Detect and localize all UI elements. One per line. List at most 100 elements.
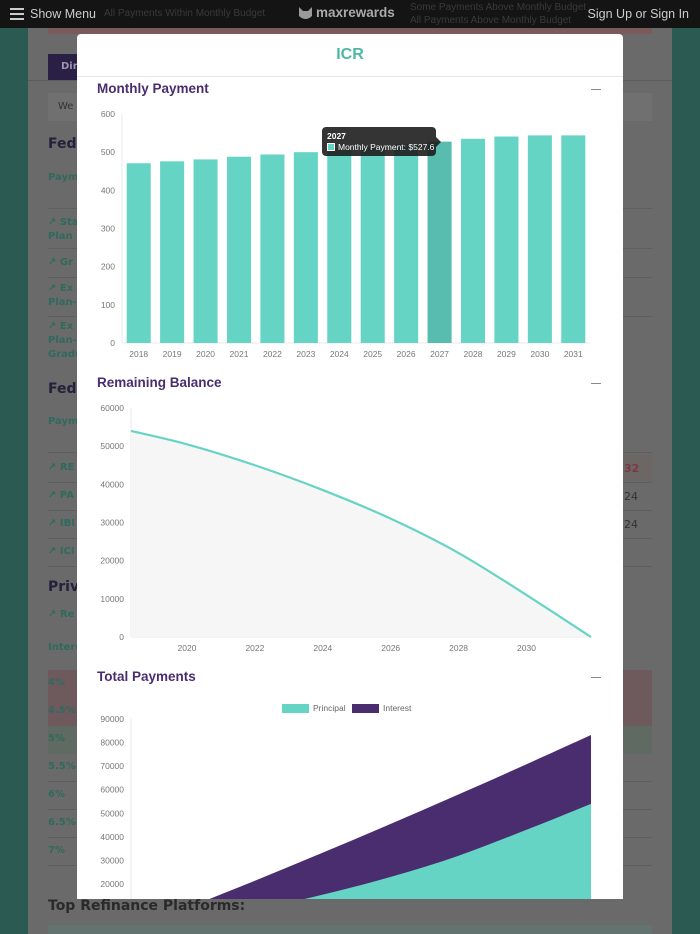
plan-label: Sta xyxy=(59,217,79,228)
bar-2019[interactable] xyxy=(160,161,185,343)
plan-value: 32 xyxy=(624,462,640,475)
modal-title: ICR xyxy=(336,46,364,63)
y-tick-label: 90000 xyxy=(100,714,124,724)
y-tick-label: 50000 xyxy=(100,441,124,451)
bar-2021[interactable] xyxy=(226,156,252,343)
legend-swatch-principal[interactable] xyxy=(282,704,309,713)
plan-link[interactable]: ↗ PA xyxy=(48,490,75,501)
payment-header: Paym xyxy=(48,172,79,183)
plan-link[interactable]: ↗ Ex xyxy=(48,283,74,294)
legend-label-interest[interactable]: Interest xyxy=(383,703,412,713)
x-tick-label: 2022 xyxy=(263,349,282,359)
tooltip-caret xyxy=(436,137,441,147)
y-tick-label: 30000 xyxy=(100,518,124,528)
show-menu-label: Show Menu xyxy=(30,7,97,21)
section-title-remaining-balance: Remaining Balance xyxy=(97,375,222,390)
collapse-remaining-balance-icon[interactable] xyxy=(591,383,601,384)
rate-label: 6% xyxy=(48,789,65,800)
y-tick-label: 10000 xyxy=(100,594,124,604)
y-tick-label: 20000 xyxy=(100,879,124,889)
x-tick-label: 2031 xyxy=(564,349,583,359)
bar-2029[interactable] xyxy=(494,136,519,343)
bar-2026[interactable] xyxy=(394,144,419,343)
y-tick-label: 300 xyxy=(101,224,115,234)
ghost-header: Some Payments Above Monthly Budget xyxy=(410,2,587,13)
plan-link[interactable]: ↗ RE xyxy=(48,462,75,473)
bar-2025[interactable] xyxy=(360,146,385,343)
plan-link[interactable]: ↗ Ex xyxy=(48,321,74,332)
section-title-total-payments: Total Payments xyxy=(97,669,196,684)
y-tick-label: 40000 xyxy=(100,832,124,842)
sign-in-link[interactable]: Sign Up or Sign In xyxy=(587,7,689,21)
plan-link[interactable]: ↗ ICI xyxy=(48,546,75,557)
bar-2020[interactable] xyxy=(193,159,218,343)
y-tick-label: 60000 xyxy=(100,403,124,413)
y-tick-label: 0 xyxy=(110,338,115,348)
close-button[interactable] xyxy=(601,42,615,56)
plan-label: PA xyxy=(59,490,75,501)
x-tick-label: 2026 xyxy=(397,349,416,359)
y-tick-label: 400 xyxy=(101,185,115,195)
bar-2027[interactable] xyxy=(427,141,452,343)
rate-label: 4% xyxy=(48,677,65,688)
y-tick-label: 600 xyxy=(101,109,115,119)
legend-swatch-interest[interactable] xyxy=(352,704,379,713)
x-tick-label: 2020 xyxy=(178,643,197,653)
federal-heading: Fede xyxy=(48,136,87,152)
plan-label: ICI xyxy=(59,546,75,557)
plan-link[interactable]: ↗ Sta xyxy=(48,217,79,228)
bar-2031[interactable] xyxy=(561,135,586,343)
y-tick-label: 80000 xyxy=(100,738,124,748)
x-tick-label: 2028 xyxy=(464,349,483,359)
plan-value: 24 xyxy=(624,518,638,531)
bar-2024[interactable] xyxy=(327,149,352,343)
collapse-total-payments-icon[interactable] xyxy=(591,677,601,678)
y-tick-label: 70000 xyxy=(100,761,124,771)
x-tick-label: 2021 xyxy=(230,349,249,359)
top-nav-bar: All Payments Within Monthly Budget Some … xyxy=(0,0,700,28)
rate-label: 7% xyxy=(48,845,65,856)
tooltip-swatch xyxy=(327,143,335,151)
section-title-monthly-payment: Monthly Payment xyxy=(97,81,209,96)
x-tick-label: 2025 xyxy=(363,349,382,359)
x-tick-label: 2028 xyxy=(449,643,468,653)
x-tick-label: 2020 xyxy=(196,349,215,359)
icr-modal: 0 100 200 300 400 500 600 2018 2019 2020 2021 2022 2… xyxy=(77,34,623,899)
cat-logo-icon xyxy=(299,7,312,19)
legend-label-principal[interactable]: Principal xyxy=(313,703,346,713)
tab-button[interactable]: Dir xyxy=(48,54,78,81)
bar-2018[interactable] xyxy=(126,163,151,343)
plan-link[interactable]: ↗ IBI xyxy=(48,518,75,529)
refinance-link[interactable]: ↗ Re xyxy=(48,609,75,620)
interest-header: Intere xyxy=(48,642,83,653)
x-tick-label: 2026 xyxy=(381,643,400,653)
plan-label: RE xyxy=(59,462,75,473)
tooltip-label: Monthly Payment: $527.6 xyxy=(338,142,435,152)
bar-2030[interactable] xyxy=(527,135,552,343)
y-tick-label: 50000 xyxy=(100,808,124,818)
x-tick-label: 2024 xyxy=(313,643,332,653)
principal-area xyxy=(304,803,591,899)
payment-header: Paym xyxy=(48,416,79,427)
bar-2023[interactable] xyxy=(293,152,318,343)
bar-2028[interactable] xyxy=(460,138,486,343)
plan-link[interactable]: ↗ Gr xyxy=(48,257,74,268)
x-tick-label: 2030 xyxy=(530,349,549,359)
plan-label: Plan- xyxy=(48,335,77,346)
bar-2022[interactable] xyxy=(260,154,285,343)
plan-label: Ex xyxy=(59,321,74,332)
y-tick-label: 40000 xyxy=(100,479,124,489)
y-tick-label: 200 xyxy=(101,262,115,272)
refinance-box xyxy=(48,925,652,934)
budget-bar xyxy=(48,28,652,34)
y-tick-label: 30000 xyxy=(100,855,124,865)
balance-line xyxy=(130,429,592,638)
rate-label: 6.5% xyxy=(48,817,76,828)
x-tick-label: 2027 xyxy=(430,349,449,359)
y-tick-label: 20000 xyxy=(100,556,124,566)
collapse-monthly-payment-icon[interactable] xyxy=(591,89,601,90)
x-tick-label: 2018 xyxy=(129,349,148,359)
ghost-header: All Payments Within Monthly Budget xyxy=(104,8,266,19)
brand-name: maxrewards xyxy=(316,5,395,20)
charts-canvas: 0 100 200 300 400 500 600 2018 2019 2020 2021 2022 2… xyxy=(100,109,592,899)
